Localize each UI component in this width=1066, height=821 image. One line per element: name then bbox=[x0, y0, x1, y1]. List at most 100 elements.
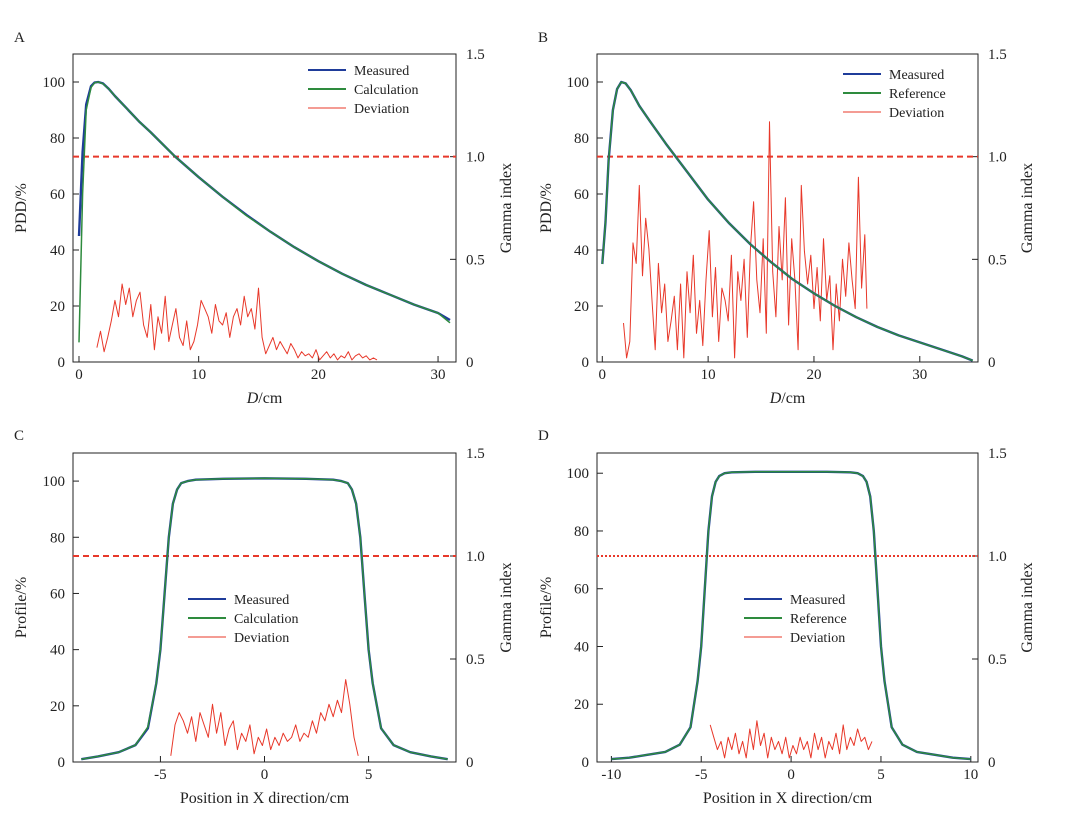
y-tick-label: 60 bbox=[574, 582, 589, 598]
y-tick-label: 80 bbox=[574, 131, 589, 147]
legend-label: Reference bbox=[889, 87, 946, 102]
legend-label: Calculation bbox=[354, 83, 419, 98]
y-tick-label: 0 bbox=[582, 355, 590, 371]
y-tick-label: 100 bbox=[43, 75, 66, 91]
x-tick-label: 5 bbox=[877, 767, 885, 783]
series-measured bbox=[601, 80, 974, 362]
legend-label: Deviation bbox=[889, 106, 944, 121]
y2-axis-label: Gamma index bbox=[1019, 163, 1036, 253]
legend-label: Measured bbox=[354, 64, 409, 79]
y-tick-label: 80 bbox=[574, 524, 589, 540]
y2-tick-label: 1.0 bbox=[466, 549, 485, 565]
series-deviation bbox=[170, 679, 359, 756]
x-axis-label: D/cm bbox=[769, 390, 806, 407]
x-axis-label-unit: /cm bbox=[258, 390, 283, 407]
chart-panel-c: C -5 0 5 0 20 40 60 80 100 0 0.5 1.0 1.5 Position in X… bbox=[13, 428, 515, 807]
x-axis-label: Position in X direction/cm bbox=[703, 790, 873, 807]
y-tick-label: 0 bbox=[58, 355, 66, 371]
legend-label: Measured bbox=[234, 593, 289, 608]
legend-label: Measured bbox=[790, 593, 845, 608]
x-tick-label: -5 bbox=[154, 767, 167, 783]
chart-panel-a: A 0 10 20 30 0 20 40 60 80 100 0 0.5 1.0 1.5 D/cm PDD/% G… bbox=[13, 30, 515, 407]
y2-axis-label: Gamma index bbox=[1019, 562, 1036, 652]
x-tick-label: 0 bbox=[75, 367, 83, 383]
y-tick-label: 0 bbox=[582, 755, 590, 771]
y2-tick-label: 0 bbox=[988, 355, 996, 371]
legend-label: Deviation bbox=[234, 631, 289, 646]
y2-tick-label: 0.5 bbox=[466, 652, 485, 668]
panel-label: C bbox=[14, 428, 24, 444]
x-axis-label-unit: /cm bbox=[781, 390, 806, 407]
x-tick-label: 0 bbox=[787, 767, 795, 783]
y-tick-label: 100 bbox=[43, 474, 66, 490]
y2-tick-label: 1.5 bbox=[988, 47, 1007, 63]
y-tick-label: 80 bbox=[50, 530, 65, 546]
y2-tick-label: 1.0 bbox=[466, 150, 485, 166]
y2-tick-label: 0.5 bbox=[988, 652, 1007, 668]
plot-frame bbox=[72, 53, 457, 363]
y-axis-label: Profile/% bbox=[13, 577, 30, 638]
y-tick-label: 60 bbox=[50, 187, 65, 203]
y-tick-label: 60 bbox=[574, 187, 589, 203]
x-tick-label: 10 bbox=[701, 367, 716, 383]
panel-label: D bbox=[538, 428, 549, 444]
y-tick-label: 40 bbox=[574, 243, 589, 259]
chart-panel-b: B 0 10 20 30 0 20 40 60 80 100 0 0.5 1.0 1.5 D/cm PDD/% G… bbox=[538, 30, 1036, 407]
y-axis-label: PDD/% bbox=[13, 183, 30, 233]
x-axis-label-var: D bbox=[769, 390, 782, 407]
x-tick-label: 5 bbox=[365, 767, 373, 783]
y2-tick-label: 0 bbox=[466, 355, 474, 371]
y2-tick-label: 0.5 bbox=[466, 252, 485, 268]
x-tick-label: 30 bbox=[912, 367, 927, 383]
y-tick-label: 20 bbox=[574, 299, 589, 315]
y-tick-label: 20 bbox=[574, 697, 589, 713]
legend-label: Calculation bbox=[234, 612, 299, 627]
y-tick-label: 80 bbox=[50, 131, 65, 147]
y-tick-label: 40 bbox=[50, 243, 65, 259]
x-tick-label: 30 bbox=[431, 367, 446, 383]
x-tick-label: 10 bbox=[191, 367, 206, 383]
series-reference bbox=[601, 81, 973, 362]
plot-frame bbox=[596, 452, 979, 763]
y2-tick-label: 1.5 bbox=[988, 446, 1007, 462]
legend-label: Measured bbox=[889, 68, 944, 83]
y-tick-label: 40 bbox=[574, 639, 589, 655]
y-tick-label: 100 bbox=[567, 75, 590, 91]
y2-tick-label: 1.5 bbox=[466, 47, 485, 63]
y2-tick-label: 1.5 bbox=[466, 446, 485, 462]
x-axis-label: Position in X direction/cm bbox=[180, 790, 350, 807]
series-reference bbox=[611, 471, 971, 760]
legend-label: Reference bbox=[790, 612, 847, 627]
x-tick-label: 20 bbox=[806, 367, 821, 383]
x-tick-label: 0 bbox=[599, 367, 607, 383]
series-deviation bbox=[709, 720, 873, 759]
legend-label: Deviation bbox=[354, 102, 409, 117]
y2-tick-label: 1.0 bbox=[988, 549, 1007, 565]
y2-tick-label: 0.5 bbox=[988, 252, 1007, 268]
y-tick-label: 40 bbox=[50, 643, 65, 659]
panel-label: B bbox=[538, 30, 548, 46]
x-tick-label: -10 bbox=[601, 767, 621, 783]
y-tick-label: 100 bbox=[567, 466, 590, 482]
y-axis-label: Profile/% bbox=[538, 577, 555, 638]
y-tick-label: 60 bbox=[50, 586, 65, 602]
plot-frame bbox=[596, 53, 979, 363]
y2-axis-label: Gamma index bbox=[498, 562, 515, 652]
panel-label: A bbox=[14, 30, 25, 46]
x-tick-label: 0 bbox=[261, 767, 269, 783]
legend-label: Deviation bbox=[790, 631, 845, 646]
x-tick-label: 10 bbox=[963, 767, 978, 783]
x-axis-label: D/cm bbox=[246, 390, 283, 407]
y2-tick-label: 0 bbox=[466, 755, 474, 771]
y-tick-label: 20 bbox=[50, 299, 65, 315]
series-deviation bbox=[96, 283, 378, 361]
y-tick-label: 20 bbox=[50, 699, 65, 715]
x-tick-label: 20 bbox=[311, 367, 326, 383]
y-axis-label: PDD/% bbox=[538, 183, 555, 233]
series-calculation bbox=[78, 81, 451, 343]
x-axis-label-var: D bbox=[246, 390, 259, 407]
x-tick-label: -5 bbox=[695, 767, 708, 783]
y2-axis-label: Gamma index bbox=[498, 163, 515, 253]
chart-panel-d: D-10 -5 0 5 1002040608010000.51.01.5Position… bbox=[538, 428, 1036, 807]
